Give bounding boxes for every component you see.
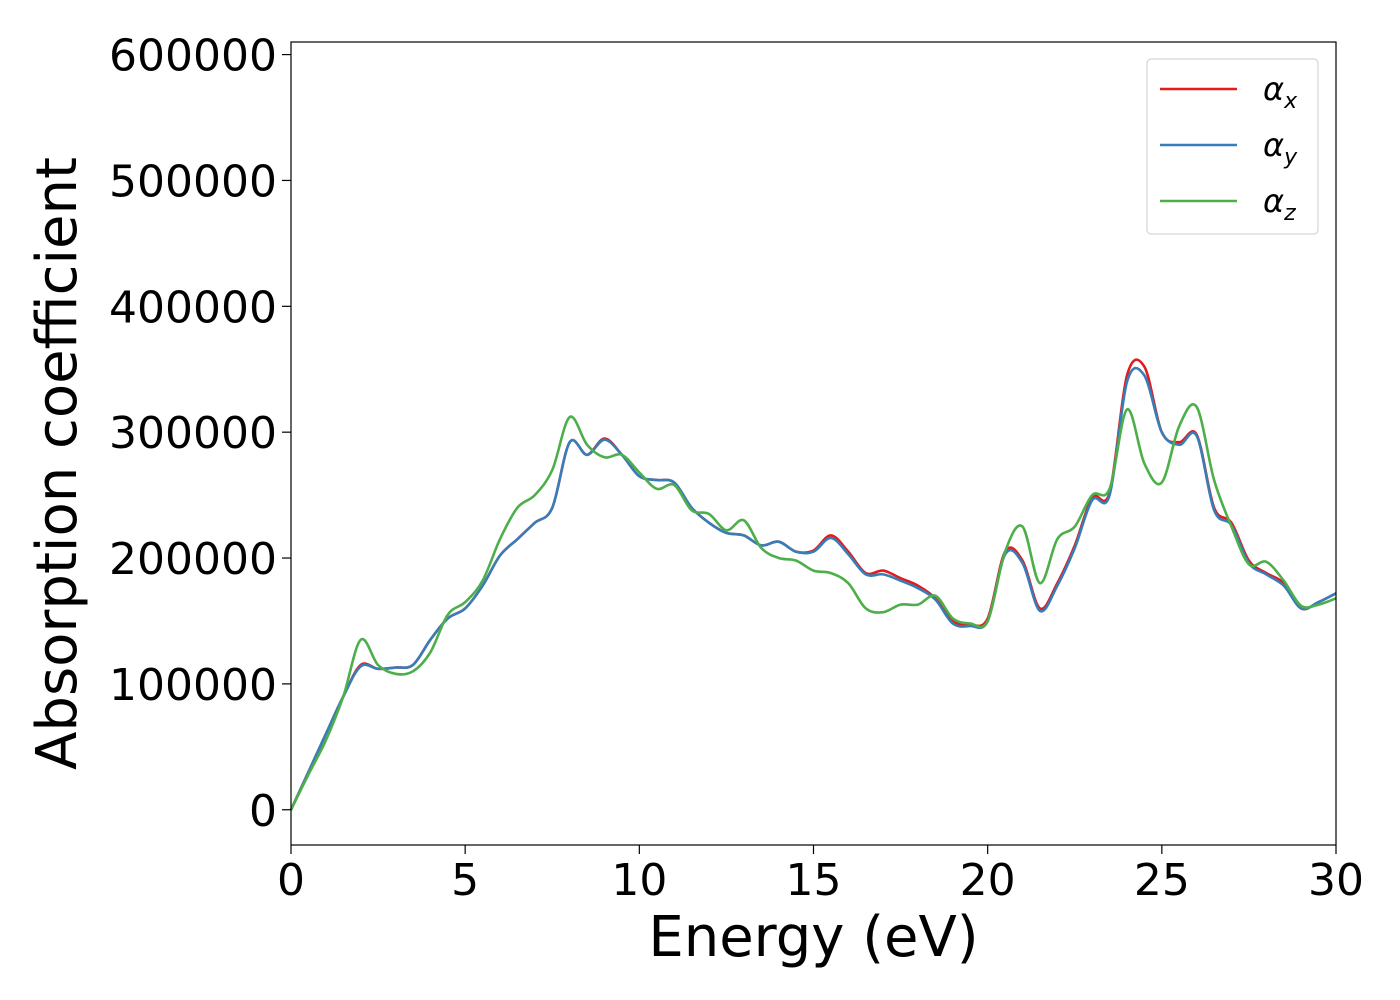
x-tick-label: 0 (277, 855, 305, 906)
series-layer (289, 358, 1337, 811)
y-tick-label: 0 (249, 786, 277, 837)
legend-label: αy (1263, 126, 1298, 170)
legend-label: αz (1263, 182, 1296, 226)
x-tick-label: 15 (786, 855, 842, 906)
y-axis-label: Absorption coefficient (25, 157, 90, 770)
y-axis-ticks: 0 100000 200000 300000 400000 500000 600000 (109, 31, 291, 837)
series-line-alpha-y (289, 366, 1337, 811)
x-tick-label: 20 (960, 855, 1016, 906)
series-line-alpha-z (289, 403, 1337, 811)
x-tick-label: 30 (1308, 855, 1364, 906)
x-axis-ticks: 0 5 10 15 20 25 30 (277, 845, 1364, 906)
y-tick-label: 100000 (109, 660, 277, 711)
y-tick-label: 200000 (109, 534, 277, 585)
x-tick-label: 10 (611, 855, 667, 906)
legend-label: αx (1263, 70, 1298, 114)
legend-box (1146, 58, 1319, 235)
y-tick-label: 600000 (109, 31, 277, 82)
x-tick-label: 5 (451, 855, 479, 906)
x-axis-label: Energy (eV) (648, 905, 978, 970)
legend: αx αy αz (1146, 58, 1319, 235)
y-tick-label: 500000 (109, 156, 277, 207)
y-tick-label: 300000 (109, 408, 277, 459)
x-tick-label: 25 (1134, 855, 1190, 906)
y-tick-label: 400000 (109, 282, 277, 333)
